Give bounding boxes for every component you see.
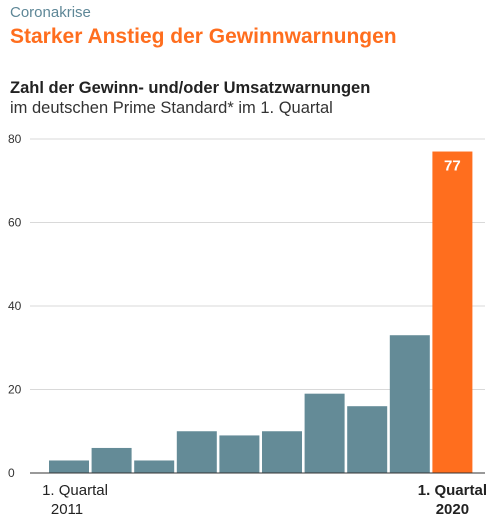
chart-subtitle: im deutschen Prime Standard* im 1. Quart… bbox=[10, 99, 333, 117]
x-label-2011-line1: 1. Quartal bbox=[42, 482, 108, 499]
y-tick-label: 80 bbox=[8, 132, 22, 146]
x-label-2020-line2: 2020 bbox=[436, 501, 469, 518]
x-label-2020-line1: 1. Quartal bbox=[418, 482, 487, 499]
bar-2017 bbox=[304, 393, 345, 473]
headline: Starker Anstieg der Gewinnwarnungen bbox=[10, 25, 397, 48]
grid bbox=[30, 138, 485, 390]
bar-2012 bbox=[91, 447, 132, 473]
kicker: Coronakrise bbox=[10, 4, 91, 21]
bar-2015 bbox=[219, 435, 260, 473]
x-axis-labels: 1. Quartal 2011 1. Quartal 2020 bbox=[42, 482, 487, 518]
chart-title: Zahl der Gewinn- und/oder Umsatzwarnunge… bbox=[10, 79, 371, 97]
y-tick-label: 0 bbox=[8, 466, 15, 480]
bars bbox=[49, 151, 473, 473]
bar-2014 bbox=[176, 431, 217, 473]
y-tick-label: 40 bbox=[8, 299, 22, 313]
bar-2016 bbox=[262, 431, 302, 473]
bar-2020 bbox=[432, 151, 473, 473]
bar-2019 bbox=[389, 335, 430, 473]
y-tick-label: 20 bbox=[8, 383, 22, 397]
y-tick-label: 60 bbox=[8, 216, 22, 230]
bar-2011 bbox=[49, 460, 89, 473]
bar-2018 bbox=[347, 406, 388, 473]
data-labels: 77 bbox=[444, 158, 461, 175]
data-label-2020: 77 bbox=[444, 158, 461, 175]
bar-2013 bbox=[134, 460, 175, 473]
y-axis-ticks: 0 20 40 60 80 bbox=[8, 132, 22, 480]
x-label-2011-line2: 2011 bbox=[51, 501, 83, 518]
